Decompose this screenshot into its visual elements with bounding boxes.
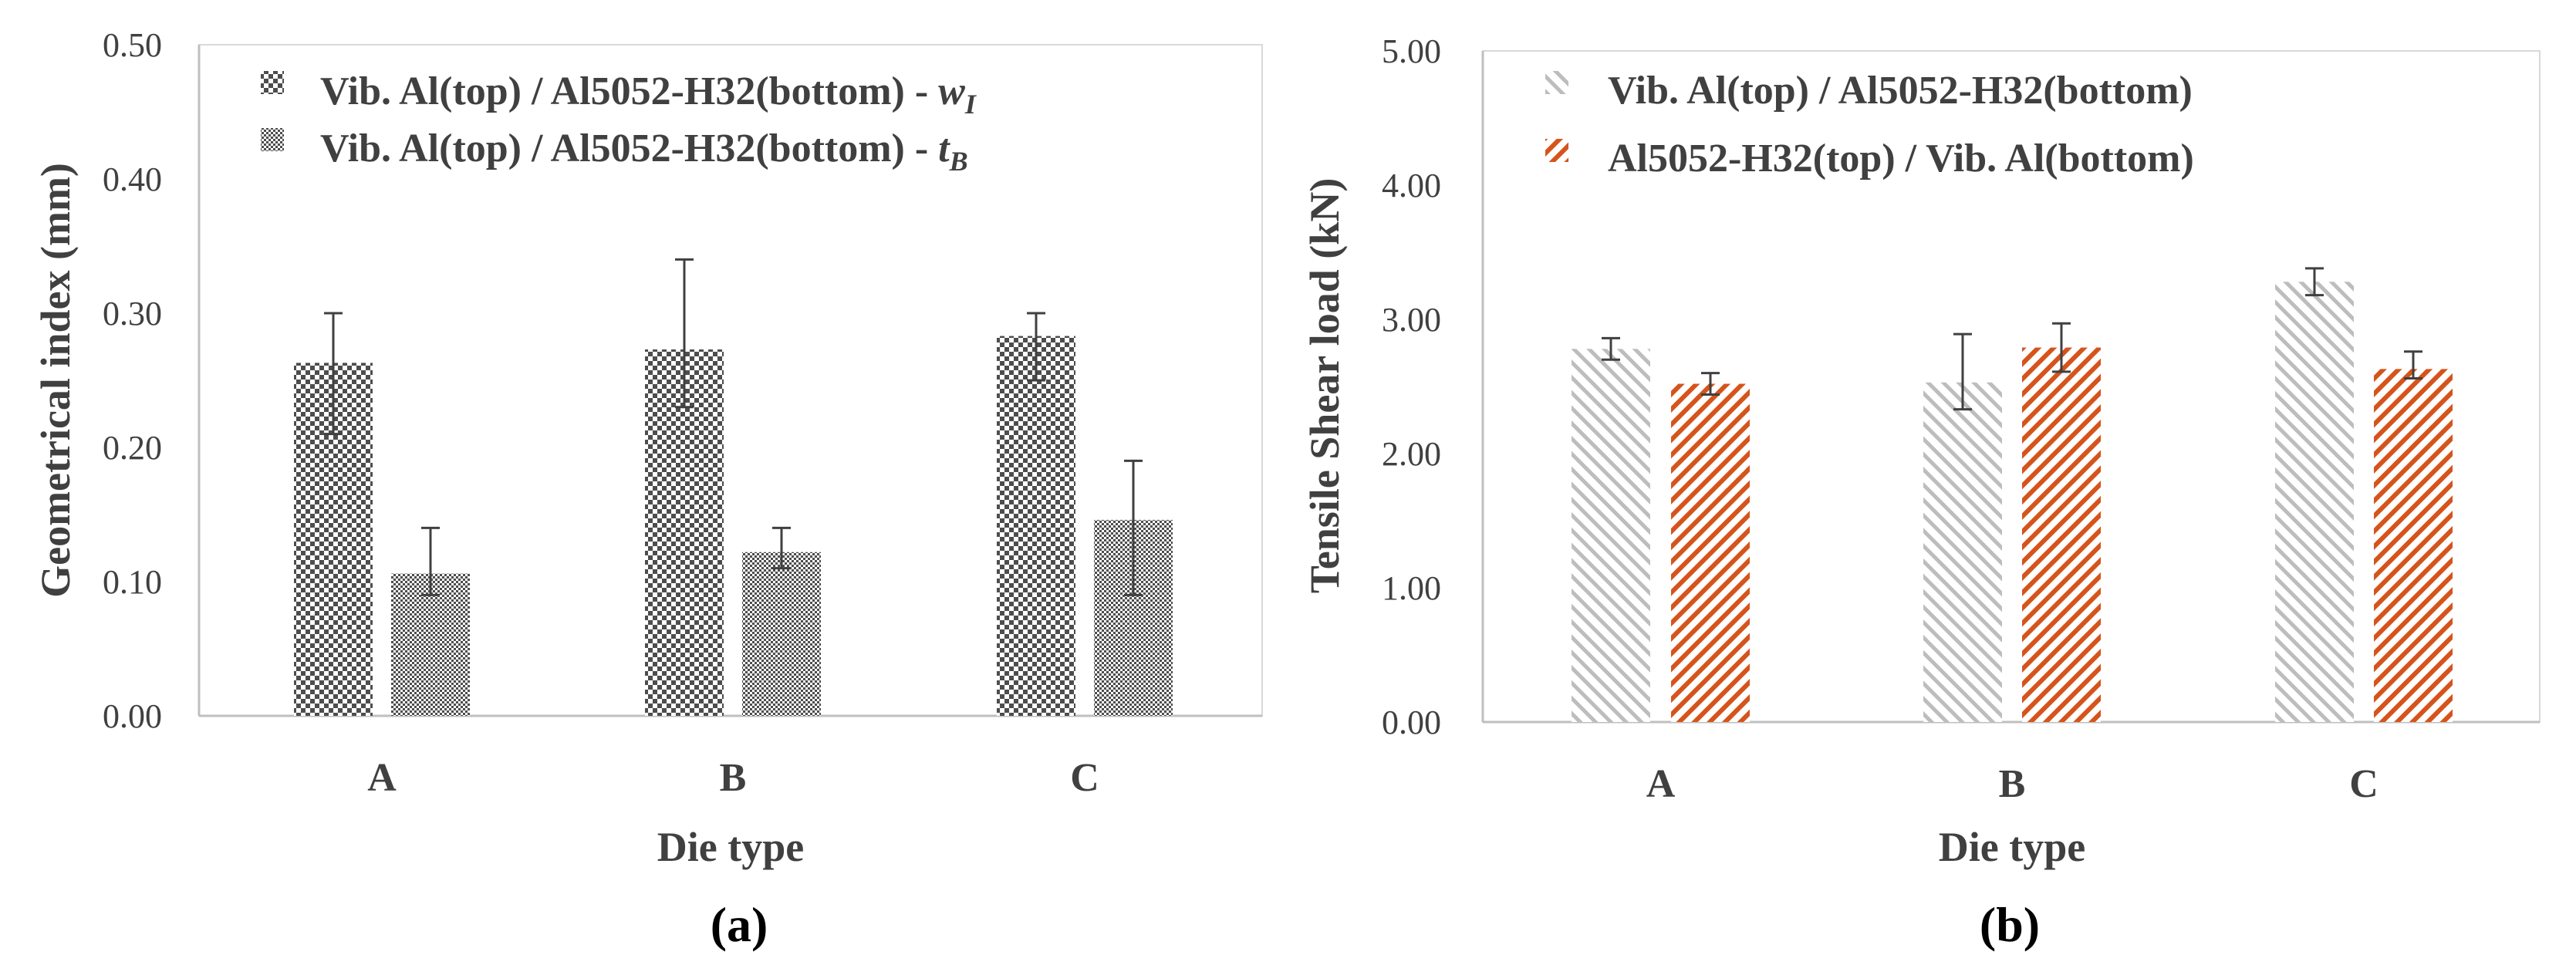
y-tick-labels-a: 0.00 0.10 0.20 0.30 0.40 0.50 bbox=[103, 26, 162, 735]
y-tick-label: 1.00 bbox=[1382, 569, 1441, 607]
y-tick-label: 5.00 bbox=[1382, 32, 1441, 70]
y-tick-label: 0.00 bbox=[103, 697, 162, 735]
x-tick-label: C bbox=[2349, 762, 2378, 806]
legend-symbol-a-1: t bbox=[938, 127, 950, 170]
y-tick-label: 3.00 bbox=[1382, 301, 1441, 339]
bars-b bbox=[1572, 267, 2453, 722]
y-tick-label: 0.30 bbox=[103, 295, 162, 332]
x-axis-title-b: Die type bbox=[1939, 824, 2085, 870]
legend-label-a-1: Vib. Al(top) / Al5052-H32(bottom) - tB bbox=[320, 127, 968, 177]
legend-label-b-1: Al5052-H32(top) / Vib. Al(bottom) bbox=[1608, 137, 2194, 181]
y-tick-label: 0.00 bbox=[1382, 704, 1441, 741]
x-tick-label: B bbox=[720, 756, 747, 800]
x-tick-label: A bbox=[367, 756, 397, 800]
bar-a-s1-A bbox=[391, 573, 470, 716]
bar-a-s1-B bbox=[742, 552, 821, 716]
legend-text-a-0: Vib. Al(top) / Al5052-H32(bottom) - bbox=[320, 69, 938, 113]
legend-swatch-a-1 bbox=[261, 128, 284, 151]
legend-symbol-a-0: w bbox=[938, 69, 965, 113]
x-tick-label: B bbox=[1999, 762, 2026, 806]
y-tick-label: 0.20 bbox=[103, 429, 162, 467]
bar-a-s0-C bbox=[997, 336, 1075, 716]
x-tick-label: A bbox=[1646, 762, 1676, 806]
chart-panel-a: 0.00 0.10 0.20 0.30 0.40 0.50 A B C Geometrical… bbox=[32, 26, 1263, 952]
y-tick-label: 0.40 bbox=[103, 160, 162, 198]
chart-panel-b: 0.00 1.00 2.00 3.00 4.00 5.00 A B C Tensile She… bbox=[1302, 32, 2541, 952]
bars-a bbox=[294, 258, 1173, 716]
legend-swatch-a-0 bbox=[261, 71, 284, 94]
legend-a: Vib. Al(top) / Al5052-H32(bottom) - wI V… bbox=[261, 69, 977, 177]
bar-b-s1-C bbox=[2374, 369, 2453, 722]
bar-b-s1-B bbox=[2022, 347, 2101, 722]
x-tick-labels-a: A B C bbox=[367, 756, 1099, 800]
legend-label-b-0: Vib. Al(top) / Al5052-H32(bottom) bbox=[1608, 69, 2193, 113]
y-tick-labels-b: 0.00 1.00 2.00 3.00 4.00 5.00 bbox=[1382, 32, 1441, 741]
x-axis-title-a: Die type bbox=[657, 824, 804, 870]
panel-label-b: (b) bbox=[1980, 897, 2040, 952]
bar-b-s1-A bbox=[1671, 383, 1750, 722]
y-tick-label: 2.00 bbox=[1382, 435, 1441, 473]
y-tick-label: 0.10 bbox=[103, 563, 162, 601]
bar-b-s0-C bbox=[2275, 282, 2354, 722]
legend-text-a-1: Vib. Al(top) / Al5052-H32(bottom) - bbox=[320, 127, 938, 170]
bar-b-s0-A bbox=[1572, 349, 1650, 722]
y-tick-label: 0.50 bbox=[103, 26, 162, 64]
legend-b: Vib. Al(top) / Al5052-H32(bottom) Al5052… bbox=[1545, 69, 2194, 181]
legend-subscript-a-1: B bbox=[949, 146, 968, 177]
y-axis-title-a: Geometrical index (mm) bbox=[32, 163, 79, 598]
panel-label-a: (a) bbox=[711, 897, 768, 952]
legend-subscript-a-0: I bbox=[964, 89, 977, 120]
bar-b-s0-B bbox=[1923, 382, 2002, 722]
y-axis-title-b: Tensile Shear load (kN) bbox=[1302, 178, 1348, 594]
y-tick-label: 4.00 bbox=[1382, 167, 1441, 204]
legend-swatch-b-0 bbox=[1545, 71, 1568, 94]
x-tick-labels-b: A B C bbox=[1646, 762, 2378, 806]
legend-label-a-0: Vib. Al(top) / Al5052-H32(bottom) - wI bbox=[320, 69, 977, 120]
bar-a-s0-B bbox=[645, 349, 724, 716]
x-tick-label: C bbox=[1070, 756, 1099, 800]
legend-swatch-b-1 bbox=[1545, 139, 1568, 162]
